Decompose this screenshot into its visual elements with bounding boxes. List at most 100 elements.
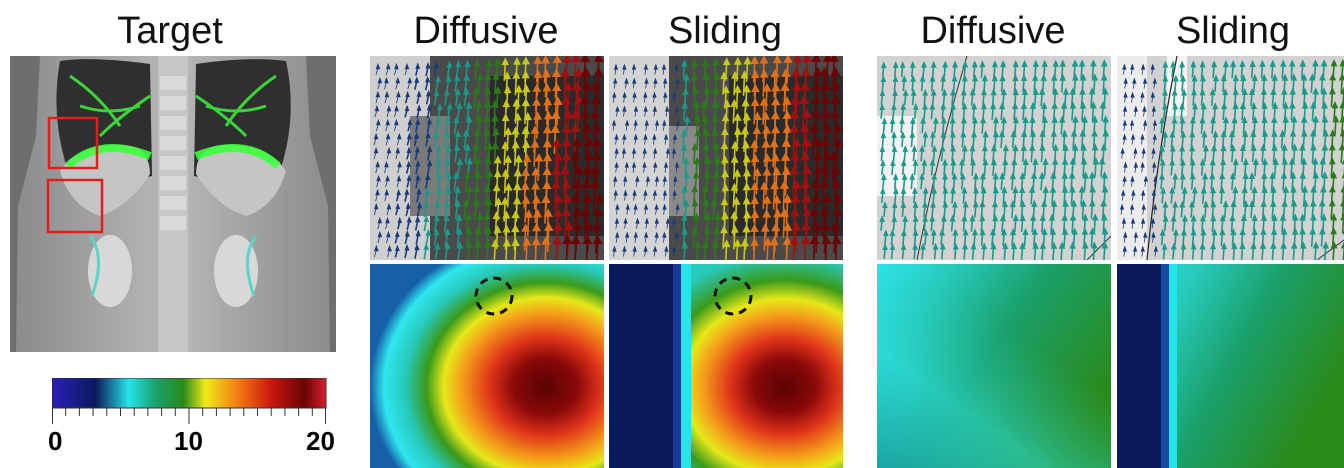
vector-arrow-head bbox=[386, 202, 392, 210]
vector-arrow-head bbox=[1122, 245, 1127, 252]
vector-arrow-head bbox=[1189, 172, 1196, 180]
vector-arrow-head bbox=[1190, 60, 1197, 68]
vector-arrow-shaft bbox=[970, 149, 974, 162]
vector-arrow-head bbox=[1329, 73, 1337, 81]
vector-arrow-head bbox=[1310, 101, 1317, 109]
vector-arrow-shaft bbox=[546, 227, 550, 252]
vector-arrow-head bbox=[550, 124, 561, 133]
vector-arrow-shaft bbox=[1201, 219, 1204, 232]
vector-arrow-shaft bbox=[732, 103, 736, 124]
vector-arrow-head bbox=[1179, 116, 1186, 124]
vector-arrow-shaft bbox=[1222, 247, 1225, 260]
vector-arrow-head bbox=[622, 91, 627, 98]
vector-arrow-head bbox=[454, 74, 461, 82]
vector-arrow-head bbox=[1051, 73, 1058, 81]
vector-arrow-head bbox=[750, 153, 760, 162]
vector-arrow-head bbox=[1151, 231, 1156, 238]
vector-arrow-head bbox=[472, 142, 480, 151]
vector-arrow-head bbox=[1039, 129, 1046, 137]
vector-arrow-head bbox=[561, 151, 572, 161]
vector-arrow-head bbox=[779, 208, 790, 217]
vector-arrow-head bbox=[830, 165, 841, 174]
vector-arrow-shaft bbox=[973, 233, 976, 246]
vector-arrow-head bbox=[384, 188, 390, 196]
vector-arrow-head bbox=[532, 97, 541, 106]
vector-arrow-shaft bbox=[960, 163, 963, 176]
vector-arrow-head bbox=[501, 168, 510, 177]
vector-arrow-head bbox=[1189, 144, 1196, 152]
vector-arrow-shaft bbox=[762, 102, 765, 125]
vector-arrow-head bbox=[511, 223, 520, 233]
vector-arrow-head bbox=[553, 221, 563, 231]
vector-arrow-shaft bbox=[1020, 218, 1024, 233]
vector-arrow-head bbox=[712, 169, 720, 178]
vector-arrow-head bbox=[394, 104, 399, 112]
vector-arrow-head bbox=[425, 75, 431, 83]
vector-arrow-shaft bbox=[744, 117, 748, 138]
vector-arrow-head bbox=[532, 208, 542, 218]
vector-arrow-shaft bbox=[1200, 65, 1204, 78]
vector-arrow-head bbox=[750, 181, 759, 190]
vector-arrow-head bbox=[1068, 171, 1076, 179]
vector-arrow-head bbox=[742, 154, 751, 163]
vector-arrow-head bbox=[711, 239, 720, 248]
vector-arrow-shaft bbox=[743, 243, 746, 260]
vector-arrow-head bbox=[433, 228, 440, 236]
vector-arrow-head bbox=[1101, 227, 1109, 235]
vector-arrow-shaft bbox=[951, 93, 954, 106]
vector-arrow-shaft bbox=[932, 177, 936, 190]
vector-arrow-shaft bbox=[892, 108, 895, 119]
vector-arrow-head bbox=[1229, 144, 1236, 152]
vector-arrow-head bbox=[950, 158, 957, 166]
vector-arrow-shaft bbox=[704, 203, 707, 220]
vector-arrow-head bbox=[561, 179, 572, 189]
vector-arrow-shaft bbox=[1160, 233, 1164, 246]
vector-arrow-head bbox=[502, 210, 511, 219]
vector-arrow-head bbox=[931, 144, 938, 152]
vector-arrow-shaft bbox=[1101, 106, 1104, 121]
vector-arrow-shaft bbox=[1052, 78, 1056, 93]
vector-arrow-head bbox=[1291, 213, 1299, 221]
vector-arrow-head bbox=[892, 173, 899, 180]
vector-arrow-head bbox=[591, 81, 602, 90]
vector-arrow-head bbox=[1040, 101, 1048, 109]
vector-arrow-head bbox=[960, 130, 967, 138]
vector-arrow-shaft bbox=[1013, 218, 1017, 233]
vector-arrow-head bbox=[753, 111, 762, 120]
vector-arrow-head bbox=[830, 81, 841, 90]
vector-arrow-head bbox=[427, 145, 433, 153]
vector-arrow-head bbox=[831, 95, 842, 104]
vector-arrow-head bbox=[730, 154, 739, 163]
vector-arrow-shaft bbox=[943, 177, 946, 190]
vector-arrow-head bbox=[693, 156, 701, 165]
vector-arrow-shaft bbox=[1022, 78, 1025, 93]
vector-arrow-head bbox=[1090, 101, 1097, 109]
vector-arrow-head bbox=[789, 109, 800, 119]
vector-arrow-head bbox=[1130, 91, 1135, 98]
vector-arrow-head bbox=[1080, 199, 1087, 207]
vector-arrow-head bbox=[819, 165, 830, 174]
vector-arrow-head bbox=[1229, 214, 1236, 222]
vector-arrow-head bbox=[486, 169, 494, 178]
vector-arrow-head bbox=[1321, 143, 1329, 151]
vector-arrow-head bbox=[1130, 133, 1136, 140]
vector-arrow-shaft bbox=[423, 205, 428, 218]
vector-arrow-head bbox=[614, 161, 619, 168]
vector-arrow-shaft bbox=[534, 241, 538, 260]
vector-arrow-shaft bbox=[434, 205, 439, 218]
vector-arrow-head bbox=[781, 138, 791, 147]
vector-arrow-shaft bbox=[1200, 247, 1204, 260]
vector-arrow-head bbox=[1199, 88, 1206, 96]
vector-arrow-head bbox=[1232, 102, 1239, 110]
vector-arrow-shaft bbox=[1011, 232, 1014, 247]
vector-arrow-head bbox=[979, 228, 986, 236]
vector-arrow-head bbox=[942, 200, 949, 208]
vector-arrow-shaft bbox=[1163, 107, 1166, 120]
vector-arrow-head bbox=[1221, 242, 1228, 250]
vector-arrow-head bbox=[414, 132, 420, 139]
vector-arrow-head bbox=[404, 230, 410, 237]
vector-arrow-head bbox=[992, 116, 1000, 124]
vector-arrow-shaft bbox=[1052, 204, 1055, 219]
vector-arrow-shaft bbox=[1062, 218, 1066, 233]
vector-arrow-head bbox=[374, 104, 380, 112]
